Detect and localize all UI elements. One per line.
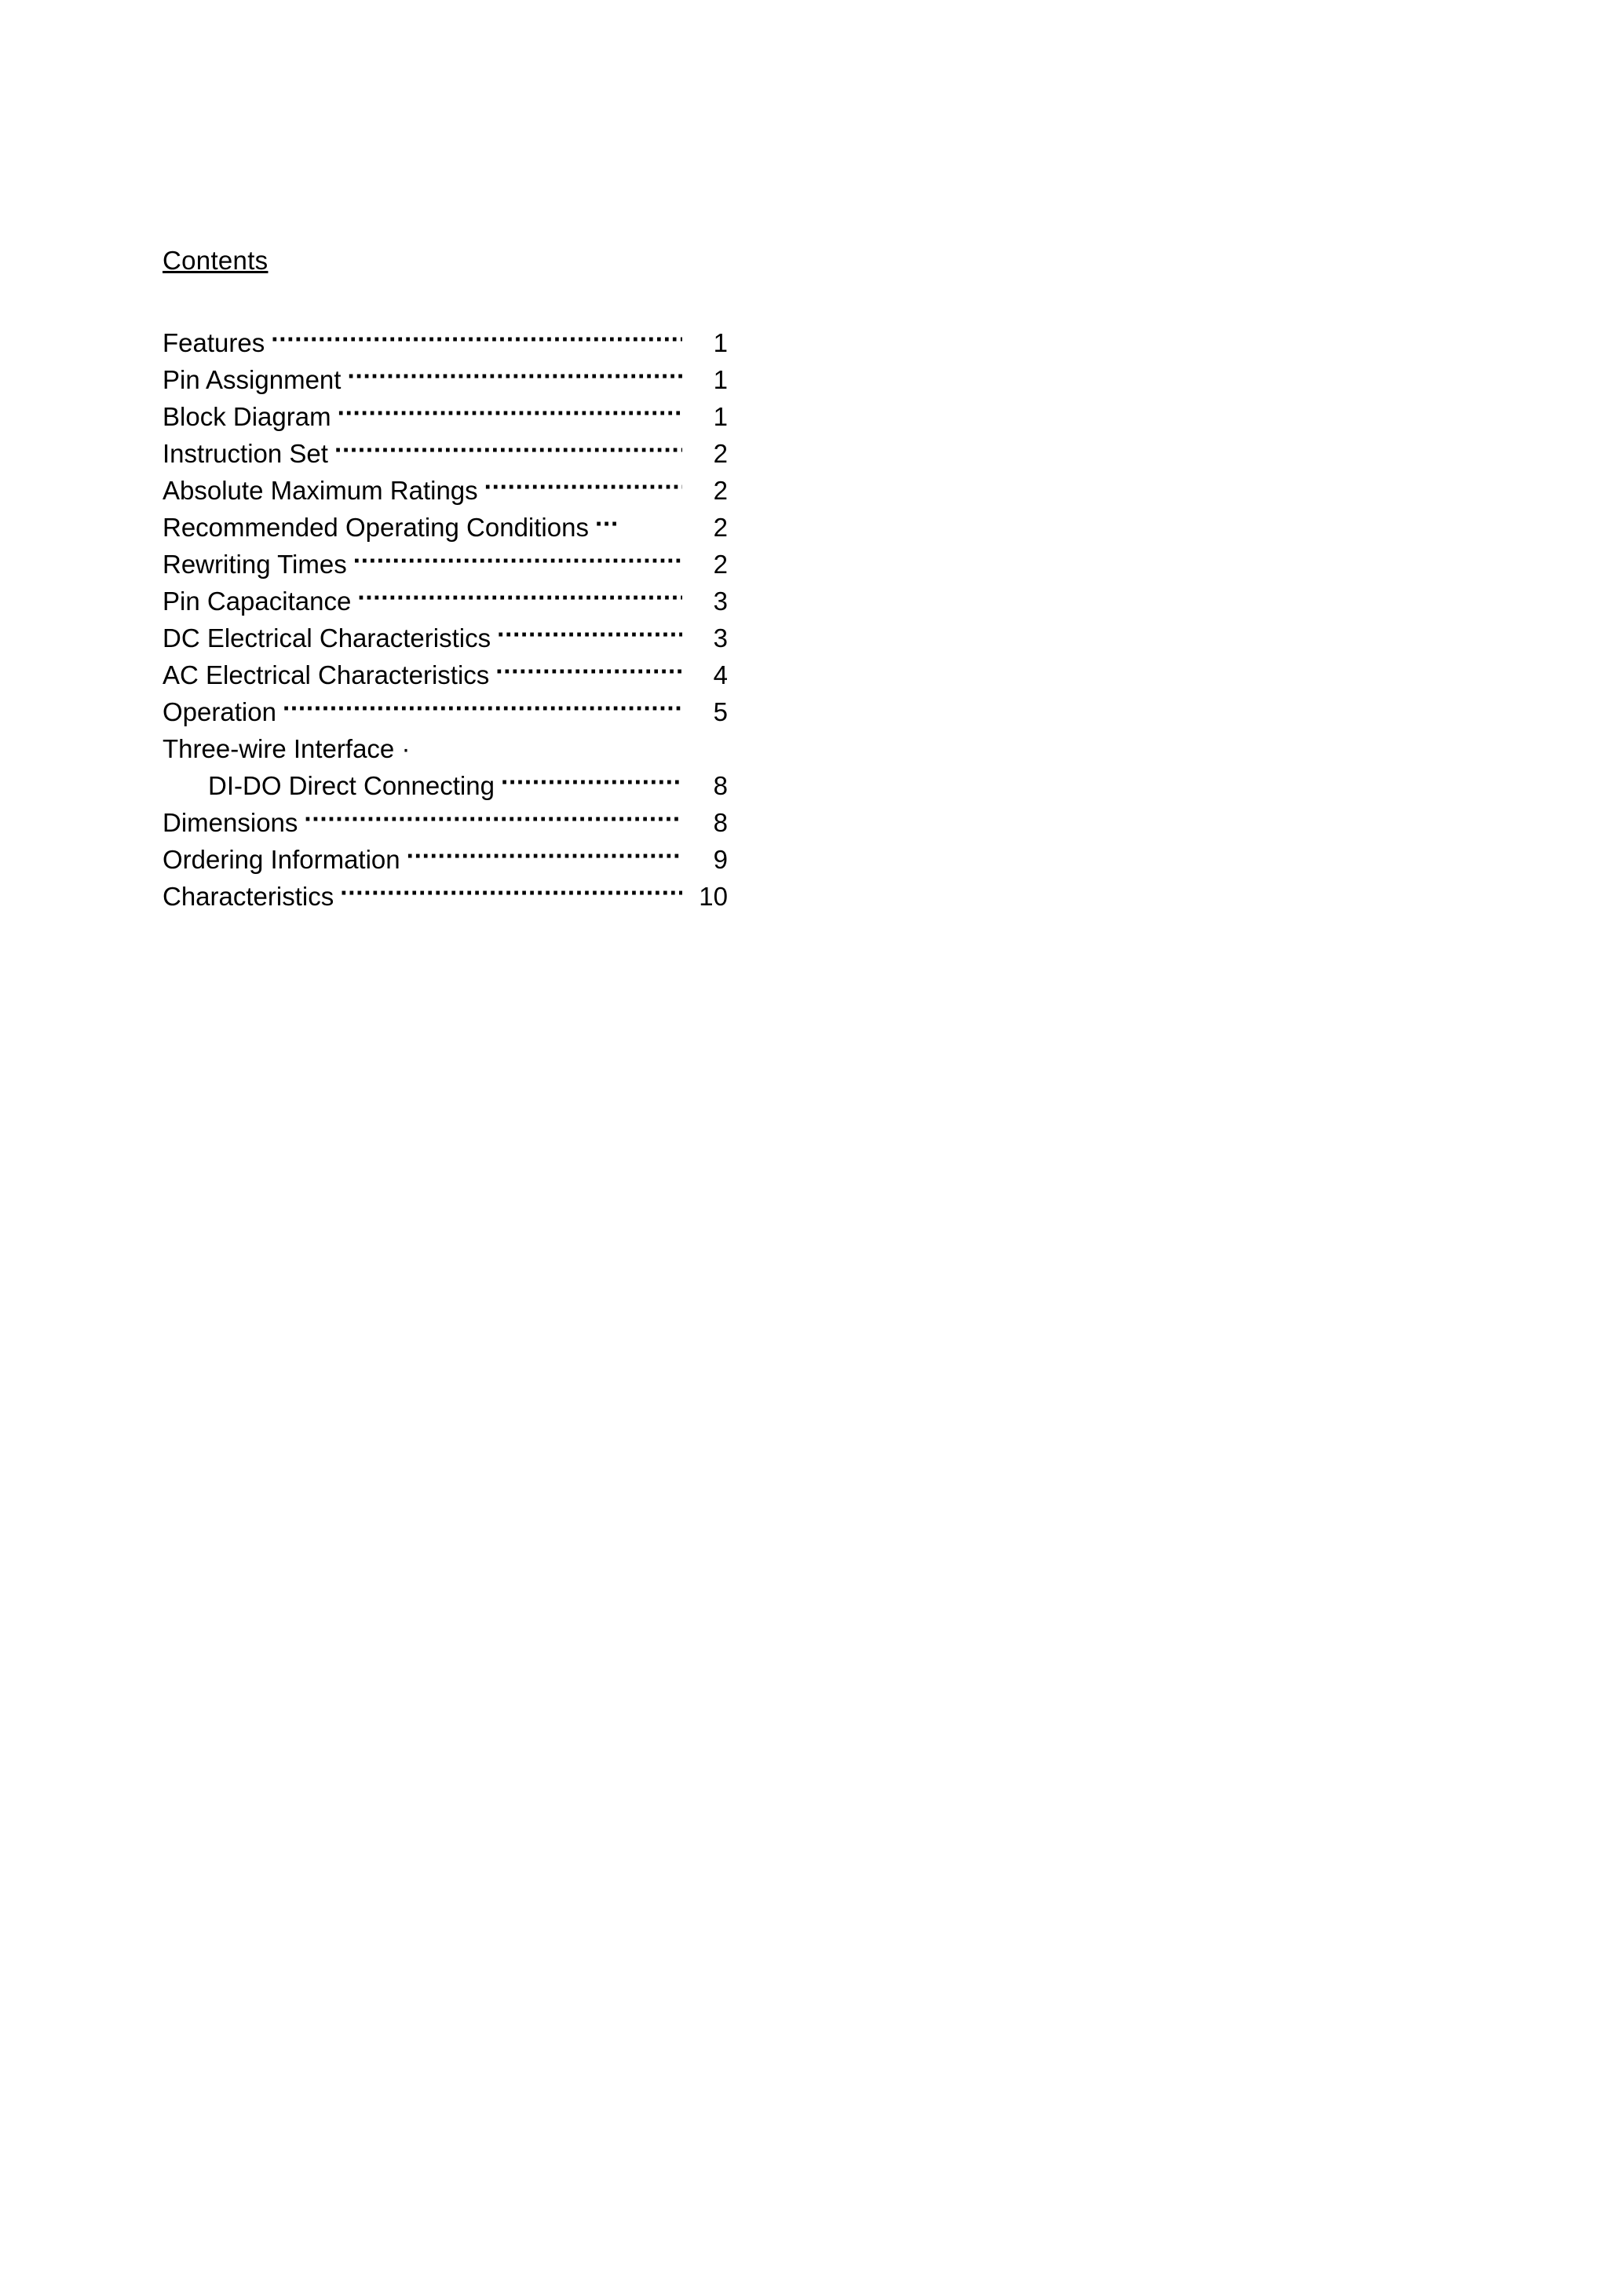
toc-row: Absolute Maximum Ratings 2 bbox=[163, 472, 728, 509]
toc-row: Recommended Operating Conditions 2 bbox=[163, 509, 728, 546]
toc-page-number: 5 bbox=[689, 693, 728, 730]
toc-page-number: 9 bbox=[689, 841, 728, 878]
toc-page-number: 2 bbox=[689, 472, 728, 509]
toc-page-number: 1 bbox=[689, 398, 728, 435]
toc-list: Features1Pin Assignment1Block Diagram1In… bbox=[163, 324, 728, 915]
toc-row: Block Diagram 1 bbox=[163, 398, 728, 435]
toc-leader-dots bbox=[340, 879, 682, 905]
toc-label: Operation bbox=[163, 693, 276, 730]
toc-row: Dimensions 8 bbox=[163, 804, 728, 841]
toc-label: DC Electrical Characteristics bbox=[163, 620, 491, 656]
contents-heading: Contents bbox=[163, 246, 728, 276]
toc-leader-dots bbox=[353, 547, 682, 573]
page: Contents Features1Pin Assignment1Block D… bbox=[0, 0, 1622, 2296]
toc-label: Instruction Set bbox=[163, 435, 328, 472]
toc-label: Characteristics bbox=[163, 878, 334, 915]
toc-leader-dots bbox=[283, 695, 682, 721]
toc-label: Pin Assignment bbox=[163, 361, 341, 398]
toc-label: Ordering Information bbox=[163, 841, 400, 878]
toc-row: Pin Capacitance 3 bbox=[163, 583, 728, 620]
toc-page-number: 4 bbox=[689, 656, 728, 693]
toc-label: Rewriting Times bbox=[163, 546, 347, 583]
toc-row: Ordering Information 9 bbox=[163, 841, 728, 878]
toc-row: Instruction Set 2 bbox=[163, 435, 728, 472]
toc-row: DC Electrical Characteristics 3 bbox=[163, 620, 728, 656]
toc-page-number: 8 bbox=[689, 804, 728, 841]
toc-leader-dots bbox=[334, 437, 682, 462]
toc-page-number: 10 bbox=[689, 878, 728, 915]
toc-label: DI-DO Direct Connecting bbox=[208, 767, 495, 804]
toc-row: Operation 5 bbox=[163, 693, 728, 730]
toc-row: Rewriting Times 2 bbox=[163, 546, 728, 583]
toc-row: Pin Assignment 1 bbox=[163, 361, 728, 398]
toc-label: AC Electrical Characteristics bbox=[163, 656, 489, 693]
toc-page-number: 3 bbox=[689, 620, 728, 656]
toc-leader-dots bbox=[304, 806, 682, 832]
toc-row: Features 1 bbox=[163, 324, 728, 361]
toc-leader-dots bbox=[271, 326, 682, 352]
toc-leader-dots bbox=[357, 584, 682, 610]
toc-leader-dots bbox=[497, 621, 682, 647]
toc-row: Three-wire Interface · bbox=[163, 730, 728, 767]
toc-page-number: 2 bbox=[689, 509, 728, 546]
toc-label: Pin Capacitance bbox=[163, 583, 351, 620]
toc-leader-dots bbox=[484, 473, 682, 499]
toc-leader-dots bbox=[407, 843, 682, 868]
table-of-contents: Contents Features1Pin Assignment1Block D… bbox=[163, 246, 728, 915]
toc-label: Dimensions bbox=[163, 804, 298, 841]
toc-label: Three-wire Interface · bbox=[163, 730, 410, 767]
toc-leader-dots bbox=[347, 363, 682, 389]
toc-page-number: 3 bbox=[689, 583, 728, 620]
toc-label: Block Diagram bbox=[163, 398, 331, 435]
toc-page-number: 2 bbox=[689, 546, 728, 583]
toc-page-number: 8 bbox=[689, 767, 728, 804]
toc-row: DI-DO Direct Connecting 8 bbox=[163, 767, 728, 804]
toc-row: Characteristics 10 bbox=[163, 878, 728, 915]
toc-page-number: 1 bbox=[689, 324, 728, 361]
toc-label: Features bbox=[163, 324, 265, 361]
toc-leader-dots bbox=[595, 510, 682, 536]
toc-row: AC Electrical Characteristics 4 bbox=[163, 656, 728, 693]
toc-leader-dots bbox=[501, 769, 682, 795]
toc-label: Recommended Operating Conditions bbox=[163, 509, 589, 546]
toc-label: Absolute Maximum Ratings bbox=[163, 472, 478, 509]
toc-leader-dots bbox=[495, 658, 682, 684]
toc-leader-dots bbox=[338, 400, 682, 426]
toc-page-number: 1 bbox=[689, 361, 728, 398]
toc-page-number: 2 bbox=[689, 435, 728, 472]
toc-leader-dots bbox=[416, 732, 721, 758]
